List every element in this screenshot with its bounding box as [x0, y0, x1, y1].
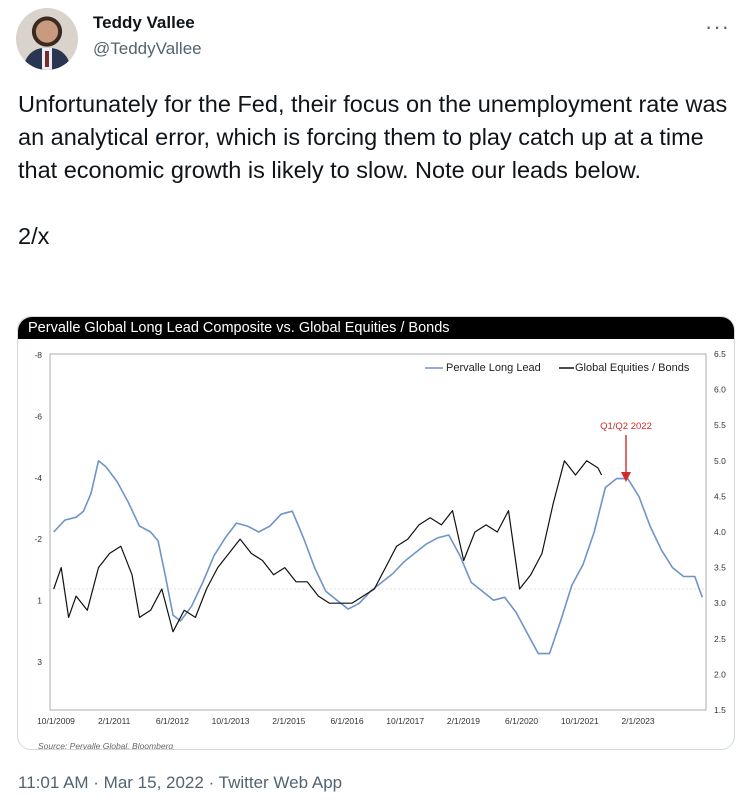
y-left-tick-label: -2 — [34, 534, 42, 544]
y-right-tick-label: 6.0 — [714, 385, 726, 395]
tweet-text: Unfortunately for the Fed, their focus o… — [18, 91, 728, 249]
series-line-global-equities-bonds — [53, 460, 603, 633]
more-dots-icon[interactable]: ··· — [705, 14, 730, 39]
author-avatar[interactable] — [16, 8, 78, 70]
author-name[interactable]: Teddy Vallee — [93, 13, 195, 32]
chart-annotation: Q1/Q2 2022 — [600, 421, 652, 432]
x-tick-label: 10/1/2021 — [561, 716, 599, 726]
x-tick-label: 10/1/2009 — [37, 716, 75, 726]
y-right-tick-label: 5.0 — [714, 456, 726, 466]
chart-source: Source: Pervalle Global, Bloomberg — [38, 741, 174, 750]
tweet-media-chart[interactable]: Pervalle Global Long Lead Composite vs. … — [17, 316, 735, 750]
x-tick-label: 10/1/2017 — [386, 716, 424, 726]
y-right-tick-label: 4.5 — [714, 491, 726, 501]
x-tick-label: 6/1/2016 — [330, 716, 363, 726]
series-line-pervalle-long-lead — [53, 460, 704, 655]
x-tick-label: 2/1/2015 — [272, 716, 305, 726]
x-tick-label: 2/1/2011 — [98, 716, 131, 726]
y-right-tick-label: 4.0 — [714, 527, 726, 537]
y-right-tick-label: 2.5 — [714, 634, 726, 644]
chart-svg: -8 -6 -4 -2 1 3 6.5 6.0 5.5 5.0 4.5 4.0 3.5 3.0 2.5 2.0… — [34, 349, 726, 726]
chart-title: Pervalle Global Long Lead Composite vs. … — [28, 320, 450, 336]
avatar-tie — [45, 51, 49, 67]
legend-label: Global Equities / Bonds — [575, 362, 690, 374]
y-right-tick-label: 1.5 — [714, 705, 726, 715]
y-right-tick-label: 3.5 — [714, 563, 726, 573]
y-right-tick-label: 6.5 — [714, 349, 726, 359]
y-right-tick-label: 5.5 — [714, 420, 726, 430]
plot-frame — [49, 353, 707, 711]
x-tick-label: 2/1/2019 — [447, 716, 480, 726]
y-left-tick-label: -6 — [34, 411, 42, 421]
annotation-arrow-head — [621, 472, 631, 482]
x-tick-label: 6/1/2012 — [156, 716, 189, 726]
legend-label: Pervalle Long Lead — [446, 362, 541, 374]
x-tick-label: 2/1/2023 — [621, 716, 654, 726]
y-right-tick-label: 2.0 — [714, 669, 726, 679]
y-left-tick-label: -8 — [34, 350, 42, 360]
y-left-tick-label: 1 — [37, 596, 42, 606]
chart-title-bar: Pervalle Global Long Lead Composite vs. … — [18, 317, 734, 339]
x-tick-label: 10/1/2013 — [212, 716, 250, 726]
tweet-timestamp[interactable]: 11:01 AM · Mar 15, 2022 · Twitter Web Ap… — [18, 773, 343, 792]
author-handle[interactable]: @TeddyVallee — [93, 39, 202, 58]
y-right-tick-label: 3.0 — [714, 598, 726, 608]
y-left-tick-label: -4 — [34, 473, 42, 483]
x-tick-label: 6/1/2020 — [505, 716, 538, 726]
y-left-tick-label: 3 — [37, 657, 42, 667]
